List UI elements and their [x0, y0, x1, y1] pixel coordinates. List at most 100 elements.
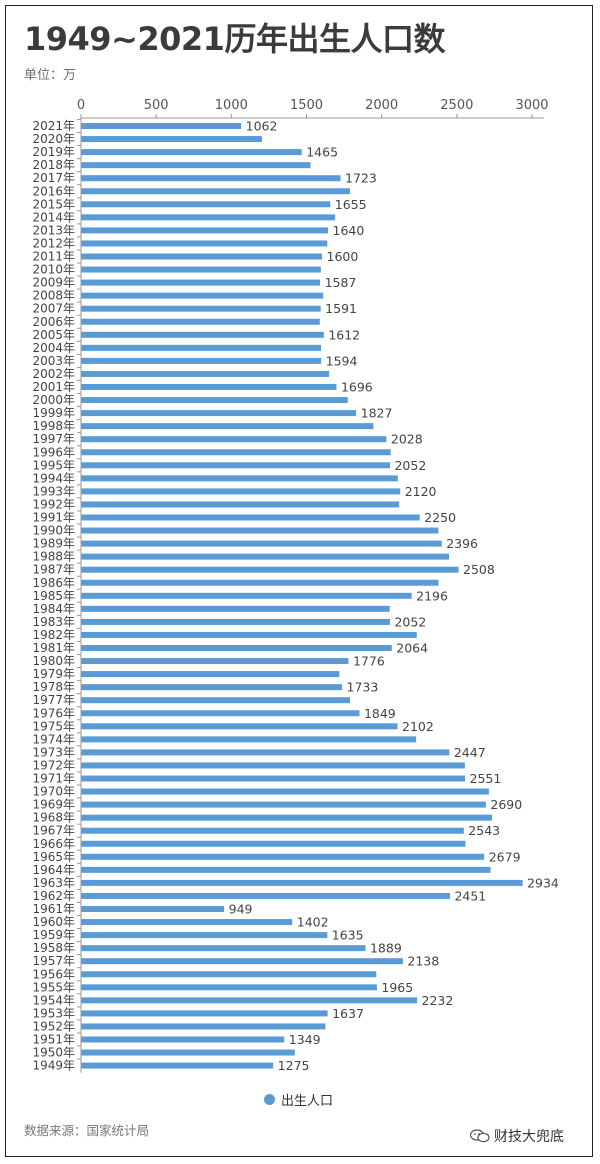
bar	[81, 318, 320, 325]
category-label: 1966年	[32, 837, 75, 851]
category-label: 1950年	[32, 1046, 75, 1060]
category-label: 1982年	[32, 628, 75, 642]
category-label: 1967年	[32, 824, 75, 838]
bar	[81, 410, 357, 417]
bar	[81, 553, 450, 560]
bar	[81, 971, 377, 978]
category-label: 1993年	[32, 484, 75, 498]
data-label: 2679	[489, 849, 521, 864]
bar	[81, 201, 331, 208]
data-label: 1640	[333, 223, 365, 238]
data-label: 1637	[332, 1006, 364, 1021]
bar	[81, 658, 349, 665]
wechat-icon	[470, 1129, 490, 1143]
category-label: 1953年	[32, 1006, 75, 1020]
data-label: 1062	[246, 119, 278, 134]
bar	[81, 579, 439, 586]
category-label: 1962年	[32, 889, 75, 903]
chart-title: 1949~2021历年出生人口数	[24, 20, 445, 58]
category-label: 2013年	[32, 223, 75, 237]
data-label: 1723	[345, 171, 377, 186]
bar	[81, 462, 390, 469]
category-label: 1957年	[32, 954, 75, 968]
data-label: 1275	[278, 1058, 310, 1073]
category-label: 1984年	[32, 602, 75, 616]
category-label: 2005年	[32, 328, 75, 342]
category-label: 1994年	[32, 471, 75, 485]
bar	[81, 331, 324, 338]
data-source: 数据来源：国家统计局	[24, 1123, 150, 1138]
data-label: 2120	[405, 484, 437, 499]
category-label: 1976年	[32, 706, 75, 720]
x-tick-label: 3000	[515, 98, 548, 113]
category-label: 2001年	[32, 380, 75, 394]
category-label: 2021年	[32, 119, 75, 133]
bar	[81, 149, 302, 156]
category-label: 1958年	[32, 941, 75, 955]
bar	[81, 175, 341, 182]
data-label: 2196	[416, 588, 448, 603]
bar	[81, 436, 387, 443]
bar	[81, 292, 324, 299]
bar	[81, 866, 491, 873]
category-label: 1972年	[32, 758, 75, 772]
bar	[81, 906, 225, 912]
bar	[81, 631, 417, 638]
category-label: 1951年	[32, 1033, 75, 1047]
category-label: 2014年	[32, 210, 75, 224]
legend[interactable]: 出生人口	[264, 1090, 333, 1109]
bar	[81, 984, 377, 991]
unit-label: 单位：万	[24, 68, 77, 83]
category-label: 1995年	[32, 458, 75, 472]
category-label: 1978年	[32, 680, 75, 694]
bar	[81, 1010, 328, 1017]
bar	[81, 775, 466, 782]
data-label: 2028	[391, 432, 423, 447]
x-tick-label: 2500	[440, 98, 473, 113]
data-label: 1889	[370, 941, 402, 956]
bar	[81, 370, 330, 377]
data-label: 1965	[381, 980, 413, 995]
data-label: 2508	[463, 562, 495, 577]
category-label: 1996年	[32, 445, 75, 459]
category-label: 1952年	[32, 1019, 75, 1033]
data-label: 2102	[402, 719, 434, 734]
bar	[81, 919, 293, 926]
category-label: 1970年	[32, 785, 75, 799]
category-label: 2019年	[32, 145, 75, 159]
data-label: 1827	[361, 406, 393, 421]
bar	[81, 240, 328, 247]
category-label: 1977年	[32, 693, 75, 707]
data-label: 2690	[490, 797, 522, 812]
category-label: 1971年	[32, 772, 75, 786]
category-label: 2004年	[32, 341, 75, 355]
bar	[81, 892, 450, 899]
bar	[81, 879, 523, 886]
category-label: 1975年	[32, 719, 75, 733]
bar	[81, 501, 400, 508]
category-label: 1983年	[32, 615, 75, 629]
bar	[81, 136, 262, 143]
category-label: 1981年	[32, 641, 75, 655]
category-label: 1949年	[32, 1059, 75, 1073]
bar	[81, 423, 374, 430]
bar	[81, 1062, 274, 1069]
image-border	[5, 5, 593, 1157]
watermark-text: 财技大兜底	[494, 1129, 564, 1145]
bar	[81, 305, 321, 312]
category-label: 2002年	[32, 367, 75, 381]
bar	[81, 958, 403, 965]
data-label: 1594	[326, 353, 358, 368]
category-label: 2016年	[32, 184, 75, 198]
category-label: 1991年	[32, 511, 75, 525]
bar	[81, 618, 390, 625]
bar	[81, 475, 398, 482]
bar	[81, 266, 321, 273]
bar	[81, 762, 465, 769]
category-label: 1988年	[32, 550, 75, 564]
x-tick-label: 0	[77, 98, 85, 113]
bar	[81, 227, 329, 234]
bar	[81, 945, 366, 952]
data-label: 2396	[446, 536, 478, 551]
